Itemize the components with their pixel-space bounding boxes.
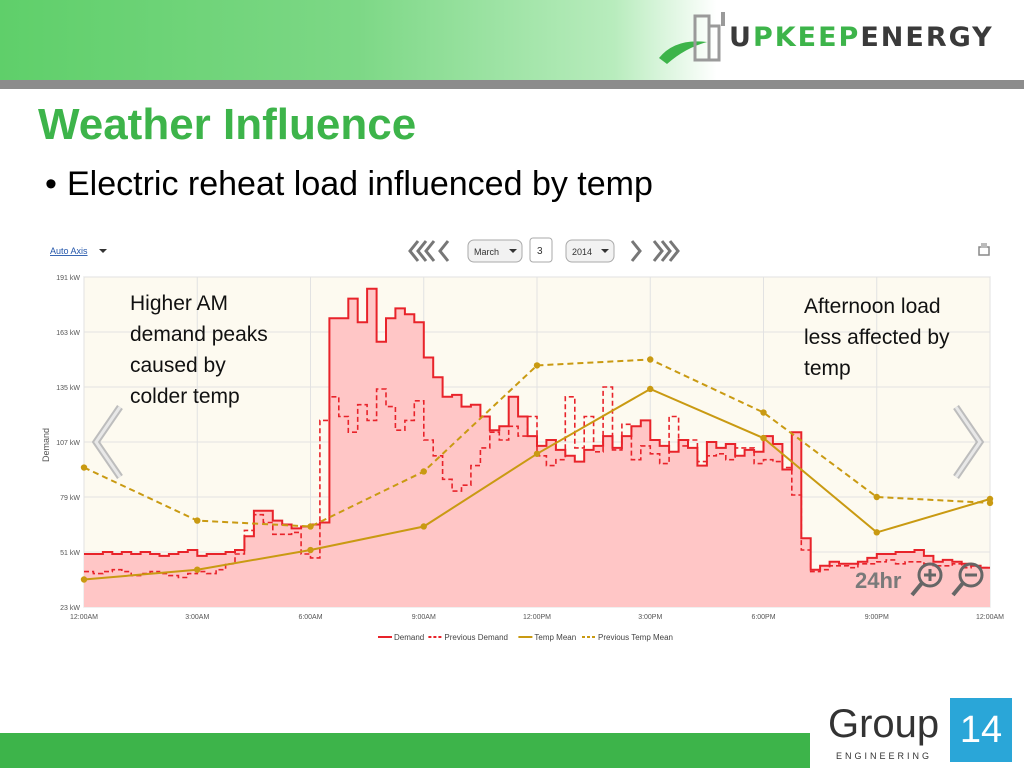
temp-mean-point [307,546,314,554]
month-chevron-down-icon [509,249,517,253]
y-tick-label: 79 kW [60,495,80,502]
temp-mean-point [533,450,541,457]
year-select[interactable]: 2014 [565,239,615,263]
demand-chart-widget: Auto Axis March 3 2014 23 kW 51 kW 79 kW 10… [40,235,1005,655]
x-tick-label: 3:00AM [185,614,209,621]
previous-temp-mean-point [647,356,654,363]
last-page-icon[interactable] [652,240,680,262]
demand-chart: Auto Axis March 3 2014 23 kW 51 kW 79 kW 10… [41,237,1004,642]
temp-mean-point [760,434,767,442]
zoom-out-icon[interactable] [951,562,984,597]
auto-axis-link[interactable]: Auto Axis [50,246,88,256]
year-select-value: 2014 [572,247,592,257]
previous-temp-mean-point [194,517,201,524]
zoom-in-icon[interactable] [910,562,943,597]
day-field[interactable]: 3 [529,237,553,263]
y-tick-label: 23 kW [60,605,80,612]
temp-mean-point [647,385,654,393]
logo-prefix: U [729,22,753,53]
previous-temp-mean-point [80,464,88,471]
temp-mean-point [80,576,88,583]
x-tick-label: 12:00PM [523,614,551,621]
temp-mean-point [873,529,880,536]
previous-temp-mean-point [420,468,427,475]
chart-next-arrow-icon[interactable] [953,405,985,479]
first-page-icon[interactable] [408,240,436,262]
temp-mean-point [420,523,427,530]
previous-temp-mean-point [307,523,314,530]
x-tick-label: 6:00PM [751,614,775,621]
year-chevron-down-icon [601,249,609,253]
group14-word: Group [828,702,940,746]
chart-previous-arrow-icon[interactable] [91,405,123,479]
y-tick-label: 191 kW [56,275,80,282]
range-24hr-label[interactable]: 24hr [855,568,902,593]
legend-label: Temp Mean [534,633,576,642]
next-page-icon[interactable] [630,240,642,262]
previous-temp-mean-series-line [83,358,991,528]
y-tick-label: 51 kW [60,550,80,557]
chart-legend: Demand Previous Demand Temp Mean Previous T… [378,633,673,642]
group14-number-badge: 14 [950,698,1012,762]
logo-green-part: PKEEP [752,22,861,53]
x-tick-label: 9:00PM [865,614,889,621]
legend-label: Previous Temp Mean [598,633,673,642]
header-divider [0,80,1024,89]
group14-logo: Group 14 ENGINEERING [828,696,1014,768]
group14-subtitle: ENGINEERING [836,751,933,761]
day-field-value: 3 [537,246,543,257]
bullet-dot: • [45,165,57,203]
logo-wordmark: UPKEEPENERGY [729,22,994,53]
upkeep-energy-logo: UPKEEPENERGY [655,8,1020,72]
previous-temp-mean-point [760,409,767,416]
annotation-afternoon: Afternoon load less affected by temp [804,295,950,380]
header-band [0,0,1024,80]
y-tick-label: 135 kW [56,385,80,392]
axis-layer: 23 kW 51 kW 79 kW 107 kW 135 kW 163 kW 191 kW 1… [56,275,1004,621]
temp-mean-point [194,566,201,573]
series-layer [80,287,994,607]
y-tick-label: 163 kW [56,330,80,337]
x-tick-label: 9:00AM [412,614,436,621]
footer-bar [0,733,810,768]
previous-temp-mean-point [873,493,880,501]
month-select-value: March [474,247,499,257]
previous-temp-mean-point [533,362,541,369]
auto-axis-dropdown-icon[interactable] [99,249,107,253]
building-leaf-icon [659,12,725,64]
slide-title: Weather Influence [38,100,417,149]
y-tick-label: 107 kW [56,440,80,447]
previous-page-icon[interactable] [438,240,450,262]
previous-temp-mean-point [986,499,994,507]
legend-label: Demand [394,633,424,642]
bullet-text: Electric reheat load influenced by temp [67,165,653,203]
legend-label: Previous Demand [444,633,508,642]
x-tick-label: 6:00AM [298,614,322,621]
print-icon[interactable] [978,243,990,256]
x-tick-label: 3:00PM [638,614,662,621]
y-axis-label: Demand [41,428,51,462]
demand-series-line [84,287,990,571]
x-tick-label: 12:00AM [976,614,1004,621]
x-tick-label: 12:00AM [70,614,98,621]
logo-dark-part: ENERGY [860,22,994,53]
month-select[interactable]: March [467,239,523,263]
annotation-am-peaks: Higher AM demand peaks caused by colder … [130,292,268,408]
bullet-line: • Electric reheat load influenced by temp [45,165,653,204]
